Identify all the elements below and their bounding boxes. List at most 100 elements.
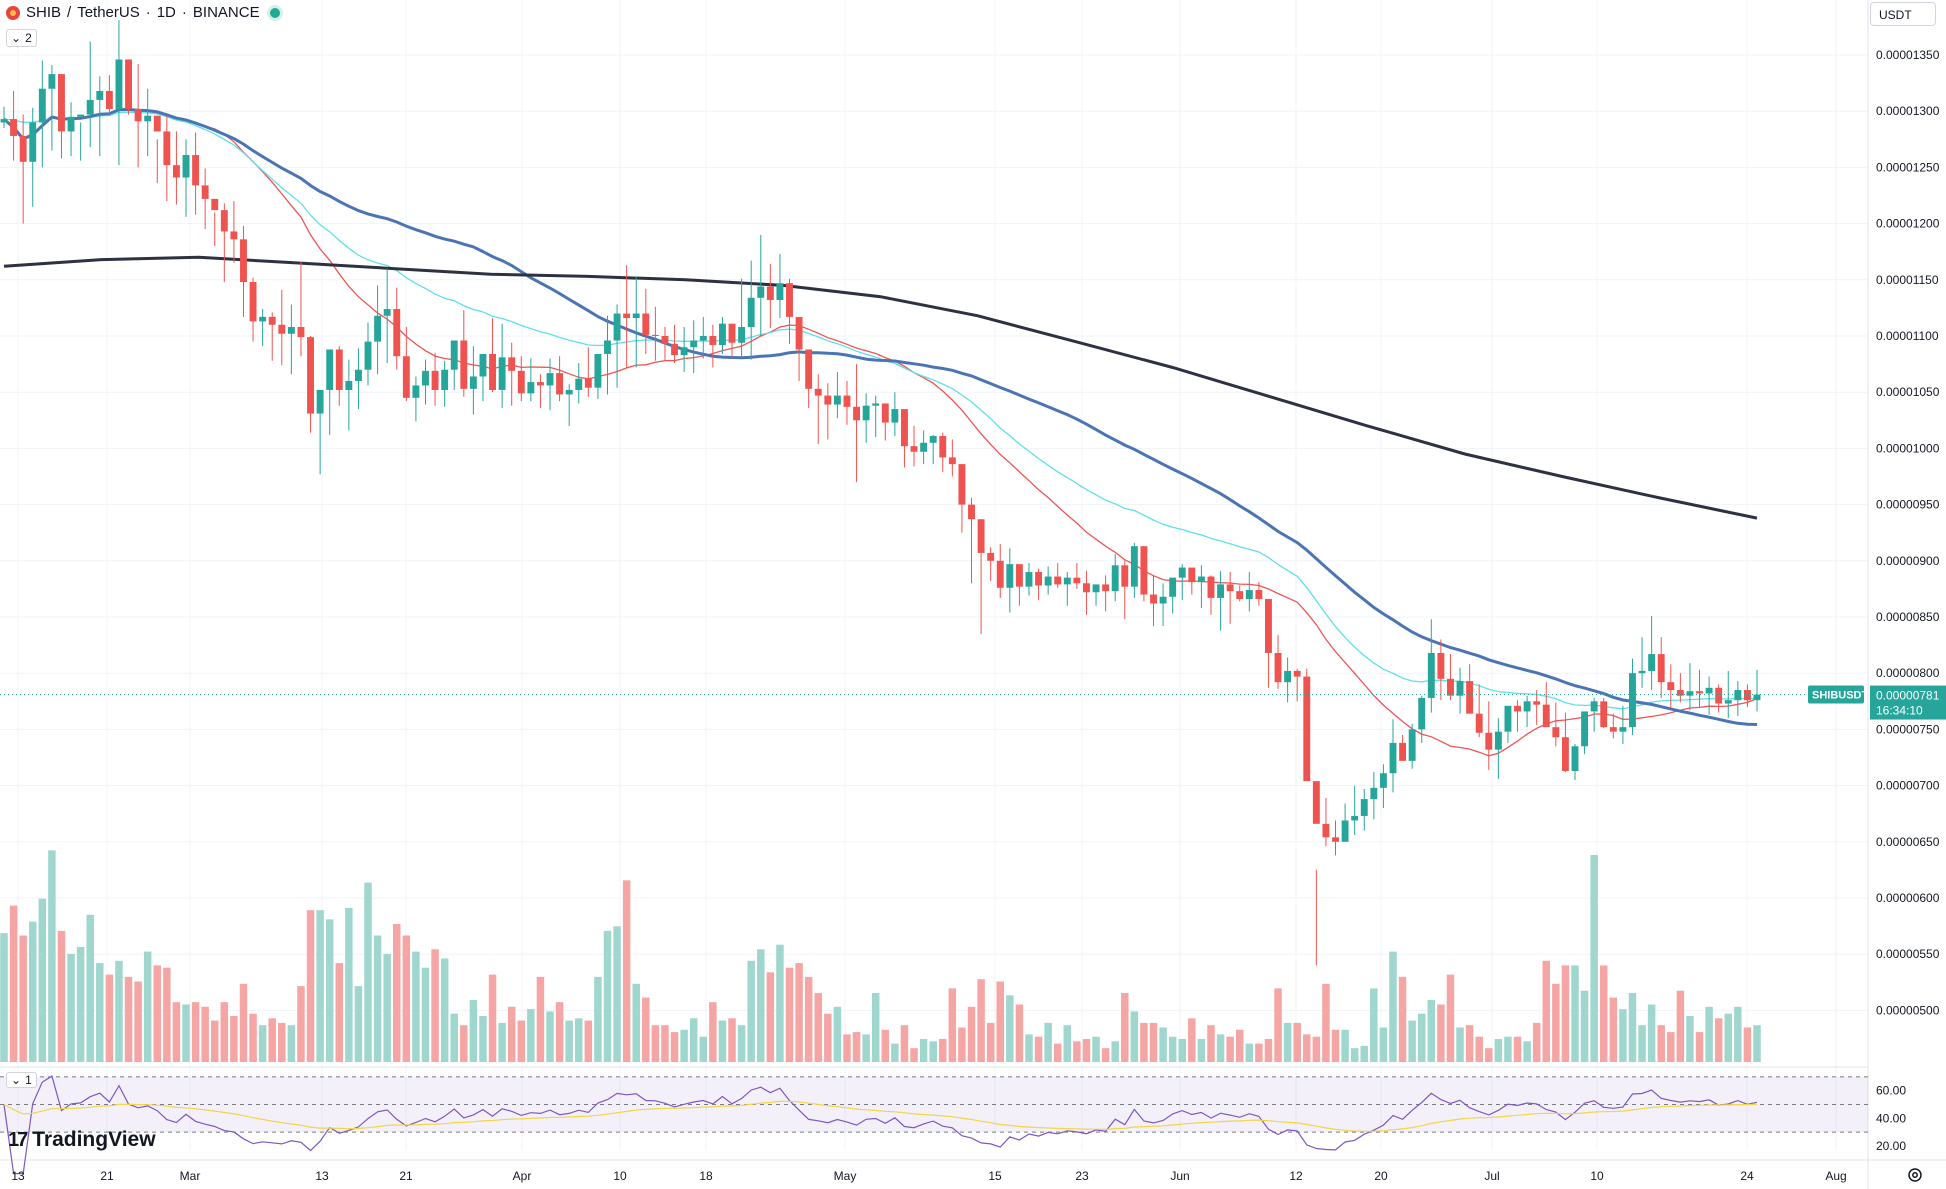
volume-bar xyxy=(747,960,755,1062)
candle-body xyxy=(326,349,334,390)
volume-bar xyxy=(1456,1027,1464,1062)
candle-body xyxy=(757,286,765,298)
settings-gear-icon[interactable] xyxy=(1906,1166,1924,1184)
volume-bar xyxy=(373,935,382,1062)
candle-body xyxy=(623,313,631,319)
candle-body xyxy=(1102,584,1110,592)
date-tick-label: Jun xyxy=(1170,1169,1189,1183)
candle-body xyxy=(1753,694,1761,701)
volume-bar xyxy=(1082,1039,1091,1062)
candle-body xyxy=(786,283,793,317)
volume-bar xyxy=(1370,988,1378,1062)
candle-body xyxy=(287,327,295,334)
volume-bar xyxy=(699,1036,708,1062)
candle-body xyxy=(335,349,343,390)
currency-button[interactable]: USDT xyxy=(1870,2,1936,26)
volume-bar xyxy=(1053,1043,1062,1062)
volume-bar xyxy=(1437,1004,1445,1062)
price-tick-label: 0.00001350 xyxy=(1876,48,1940,62)
volume-bar xyxy=(412,951,420,1062)
candle-body xyxy=(1006,564,1014,588)
volume-bar xyxy=(737,1025,746,1062)
candle-body xyxy=(316,389,324,414)
candle-body xyxy=(1217,584,1225,598)
price-tick-label: 0.00000850 xyxy=(1876,610,1940,624)
volume-bar xyxy=(153,965,162,1062)
candle-body xyxy=(604,340,611,354)
date-tick-label: 10 xyxy=(613,1169,627,1183)
volume-bar xyxy=(1446,974,1455,1062)
date-tick-label: Jul xyxy=(1484,1169,1499,1183)
volume-bar xyxy=(1561,965,1570,1062)
volume-bar xyxy=(1140,1022,1148,1062)
candle-body xyxy=(19,135,27,162)
candle-body xyxy=(1648,654,1656,671)
candle-body xyxy=(1571,746,1579,771)
price-tick-label: 0.00001000 xyxy=(1876,441,1940,455)
volume-bar xyxy=(527,1009,535,1062)
candle-body xyxy=(259,316,267,322)
volume-bar xyxy=(1734,1006,1742,1062)
volume-bar xyxy=(1341,1029,1349,1062)
candle-body xyxy=(1063,577,1071,585)
candle-body xyxy=(1360,799,1368,816)
volume-bar xyxy=(1197,1039,1206,1062)
candle-body xyxy=(297,327,305,338)
chevron-down-icon: ⌄ xyxy=(11,31,22,45)
rsi-band xyxy=(0,1076,1868,1133)
candle-body xyxy=(1130,546,1138,587)
candle-body xyxy=(211,198,219,211)
volume-bar xyxy=(163,967,171,1062)
volume-bar xyxy=(536,976,545,1062)
candle-body xyxy=(929,436,937,443)
candle-body xyxy=(546,373,554,386)
candle-body xyxy=(1379,773,1387,788)
symbol-header[interactable]: SHIB / TetherUS · 1D · BINANCE xyxy=(6,4,280,21)
candle-body xyxy=(86,99,94,115)
candle-body xyxy=(489,353,496,390)
volume-bar xyxy=(249,1013,257,1062)
volume-bar xyxy=(948,988,957,1062)
tradingview-logo[interactable]: 17 TradingView xyxy=(8,1128,156,1152)
candle-body xyxy=(891,409,899,423)
indicator-toggle-main[interactable]: ⌄ 2 xyxy=(6,29,37,47)
candle-body xyxy=(1265,599,1272,653)
date-tick-label: 21 xyxy=(399,1169,413,1183)
symbol-separator: / xyxy=(67,4,72,21)
volume-bar xyxy=(804,976,813,1062)
candle-body xyxy=(1638,670,1646,674)
candle-body xyxy=(479,353,487,377)
volume-bar xyxy=(421,967,430,1062)
volume-bar xyxy=(143,951,152,1062)
candle-body xyxy=(115,59,123,109)
volume-bar xyxy=(613,926,621,1062)
volume-bar xyxy=(1389,951,1397,1062)
volume-bar xyxy=(785,967,794,1062)
candle-body xyxy=(795,316,803,350)
candle-body xyxy=(249,282,257,322)
candle-body xyxy=(939,436,947,458)
candle-body xyxy=(1121,565,1129,587)
date-tick-label: 15 xyxy=(988,1169,1002,1183)
volume-bar xyxy=(881,1029,890,1062)
volume-bar xyxy=(642,997,650,1062)
price-tick-label: 0.00000500 xyxy=(1876,1003,1940,1017)
volume-bar xyxy=(1312,1036,1321,1062)
volume-bar xyxy=(1743,1027,1752,1062)
volume-bar xyxy=(555,1002,564,1062)
volume-bar xyxy=(325,919,334,1062)
candle-body xyxy=(833,395,841,405)
volume-bar xyxy=(1523,1041,1531,1062)
candle-body xyxy=(747,297,755,328)
candle-body xyxy=(374,315,382,342)
candle-body xyxy=(48,74,56,89)
candle-body xyxy=(1466,681,1474,714)
indicator-toggle-rsi[interactable]: ⌄ 1 xyxy=(6,1072,37,1088)
candle-body xyxy=(498,357,506,390)
candle-body xyxy=(220,210,228,232)
volume-bar xyxy=(1216,1034,1225,1062)
volume-bar xyxy=(124,976,133,1062)
rsi-line xyxy=(3,1075,1758,1175)
volume-bar xyxy=(1178,1039,1186,1062)
